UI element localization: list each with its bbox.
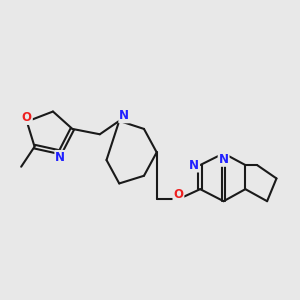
Text: N: N bbox=[219, 153, 229, 166]
Text: N: N bbox=[119, 110, 129, 122]
Text: N: N bbox=[55, 151, 65, 164]
Text: O: O bbox=[22, 111, 32, 124]
Text: N: N bbox=[189, 159, 199, 172]
Text: O: O bbox=[173, 188, 183, 201]
